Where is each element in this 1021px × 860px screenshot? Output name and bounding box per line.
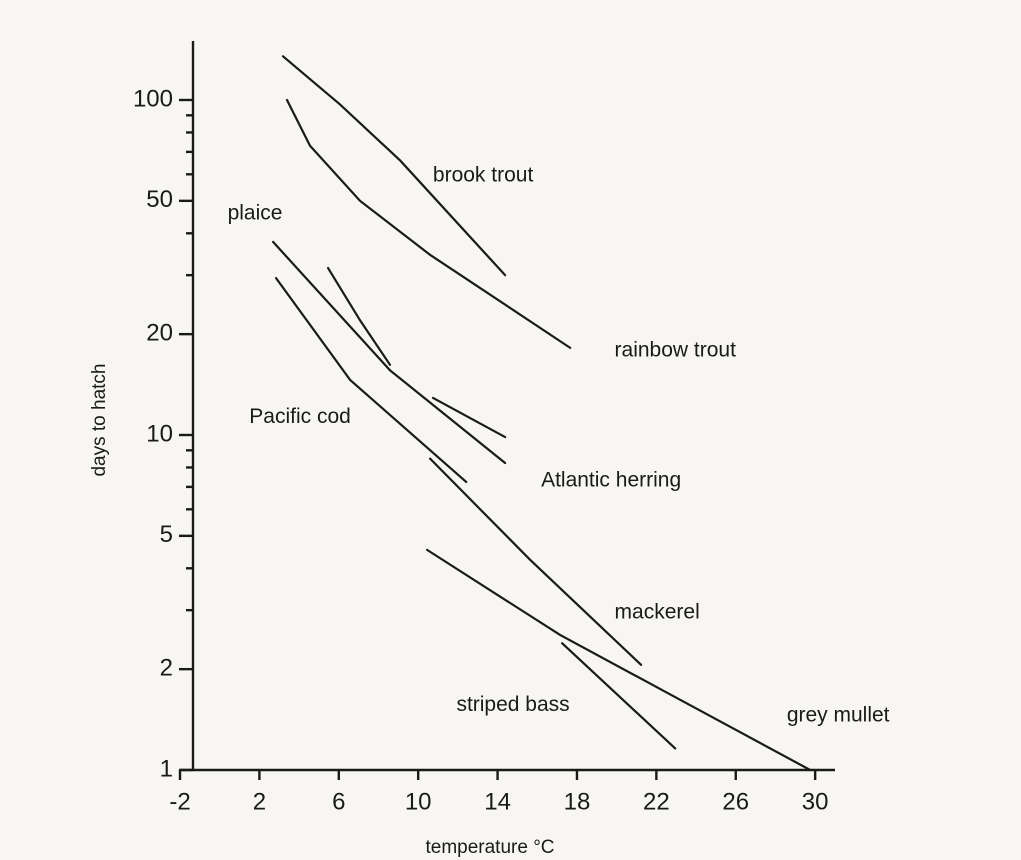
series-line <box>560 642 677 750</box>
series-line <box>426 548 812 772</box>
x-tick-label: 26 <box>722 788 749 815</box>
series-line <box>326 266 392 366</box>
annotation: striped bass <box>456 693 569 716</box>
annotation: grey mullet <box>787 703 890 726</box>
series-line <box>431 396 507 439</box>
y-axis-label: days to hatch <box>89 363 110 476</box>
annotation: mackerel <box>615 601 700 624</box>
y-tick-label: 2 <box>160 654 173 681</box>
annotation: plaice <box>228 201 283 224</box>
x-tick-label: -2 <box>169 788 190 815</box>
annotation: Pacific cod <box>249 405 351 428</box>
x-tick-label: 14 <box>484 788 511 815</box>
y-tick-label: 50 <box>146 186 173 213</box>
y-tick-label: 10 <box>146 420 173 447</box>
series-line <box>428 457 643 666</box>
x-tick-label: 10 <box>405 788 432 815</box>
y-tick-label: 5 <box>160 521 173 548</box>
x-tick-label: 22 <box>643 788 670 815</box>
x-tick-label: 18 <box>564 788 591 815</box>
x-tick-label: 6 <box>332 788 345 815</box>
y-tick-label: 20 <box>146 319 173 346</box>
annotation: rainbow trout <box>615 339 737 362</box>
x-axis-label: temperature °C <box>425 837 554 858</box>
series-line <box>285 98 572 349</box>
x-tick-label: 30 <box>802 788 829 815</box>
annotation: brook trout <box>433 164 534 187</box>
x-tick-label: 2 <box>253 788 266 815</box>
annotation: Atlantic herring <box>541 468 681 491</box>
series-line <box>281 55 507 277</box>
series-line <box>271 240 507 465</box>
series-line <box>274 276 468 484</box>
y-tick-label: 100 <box>133 85 173 112</box>
y-tick-label: 1 <box>160 755 173 782</box>
